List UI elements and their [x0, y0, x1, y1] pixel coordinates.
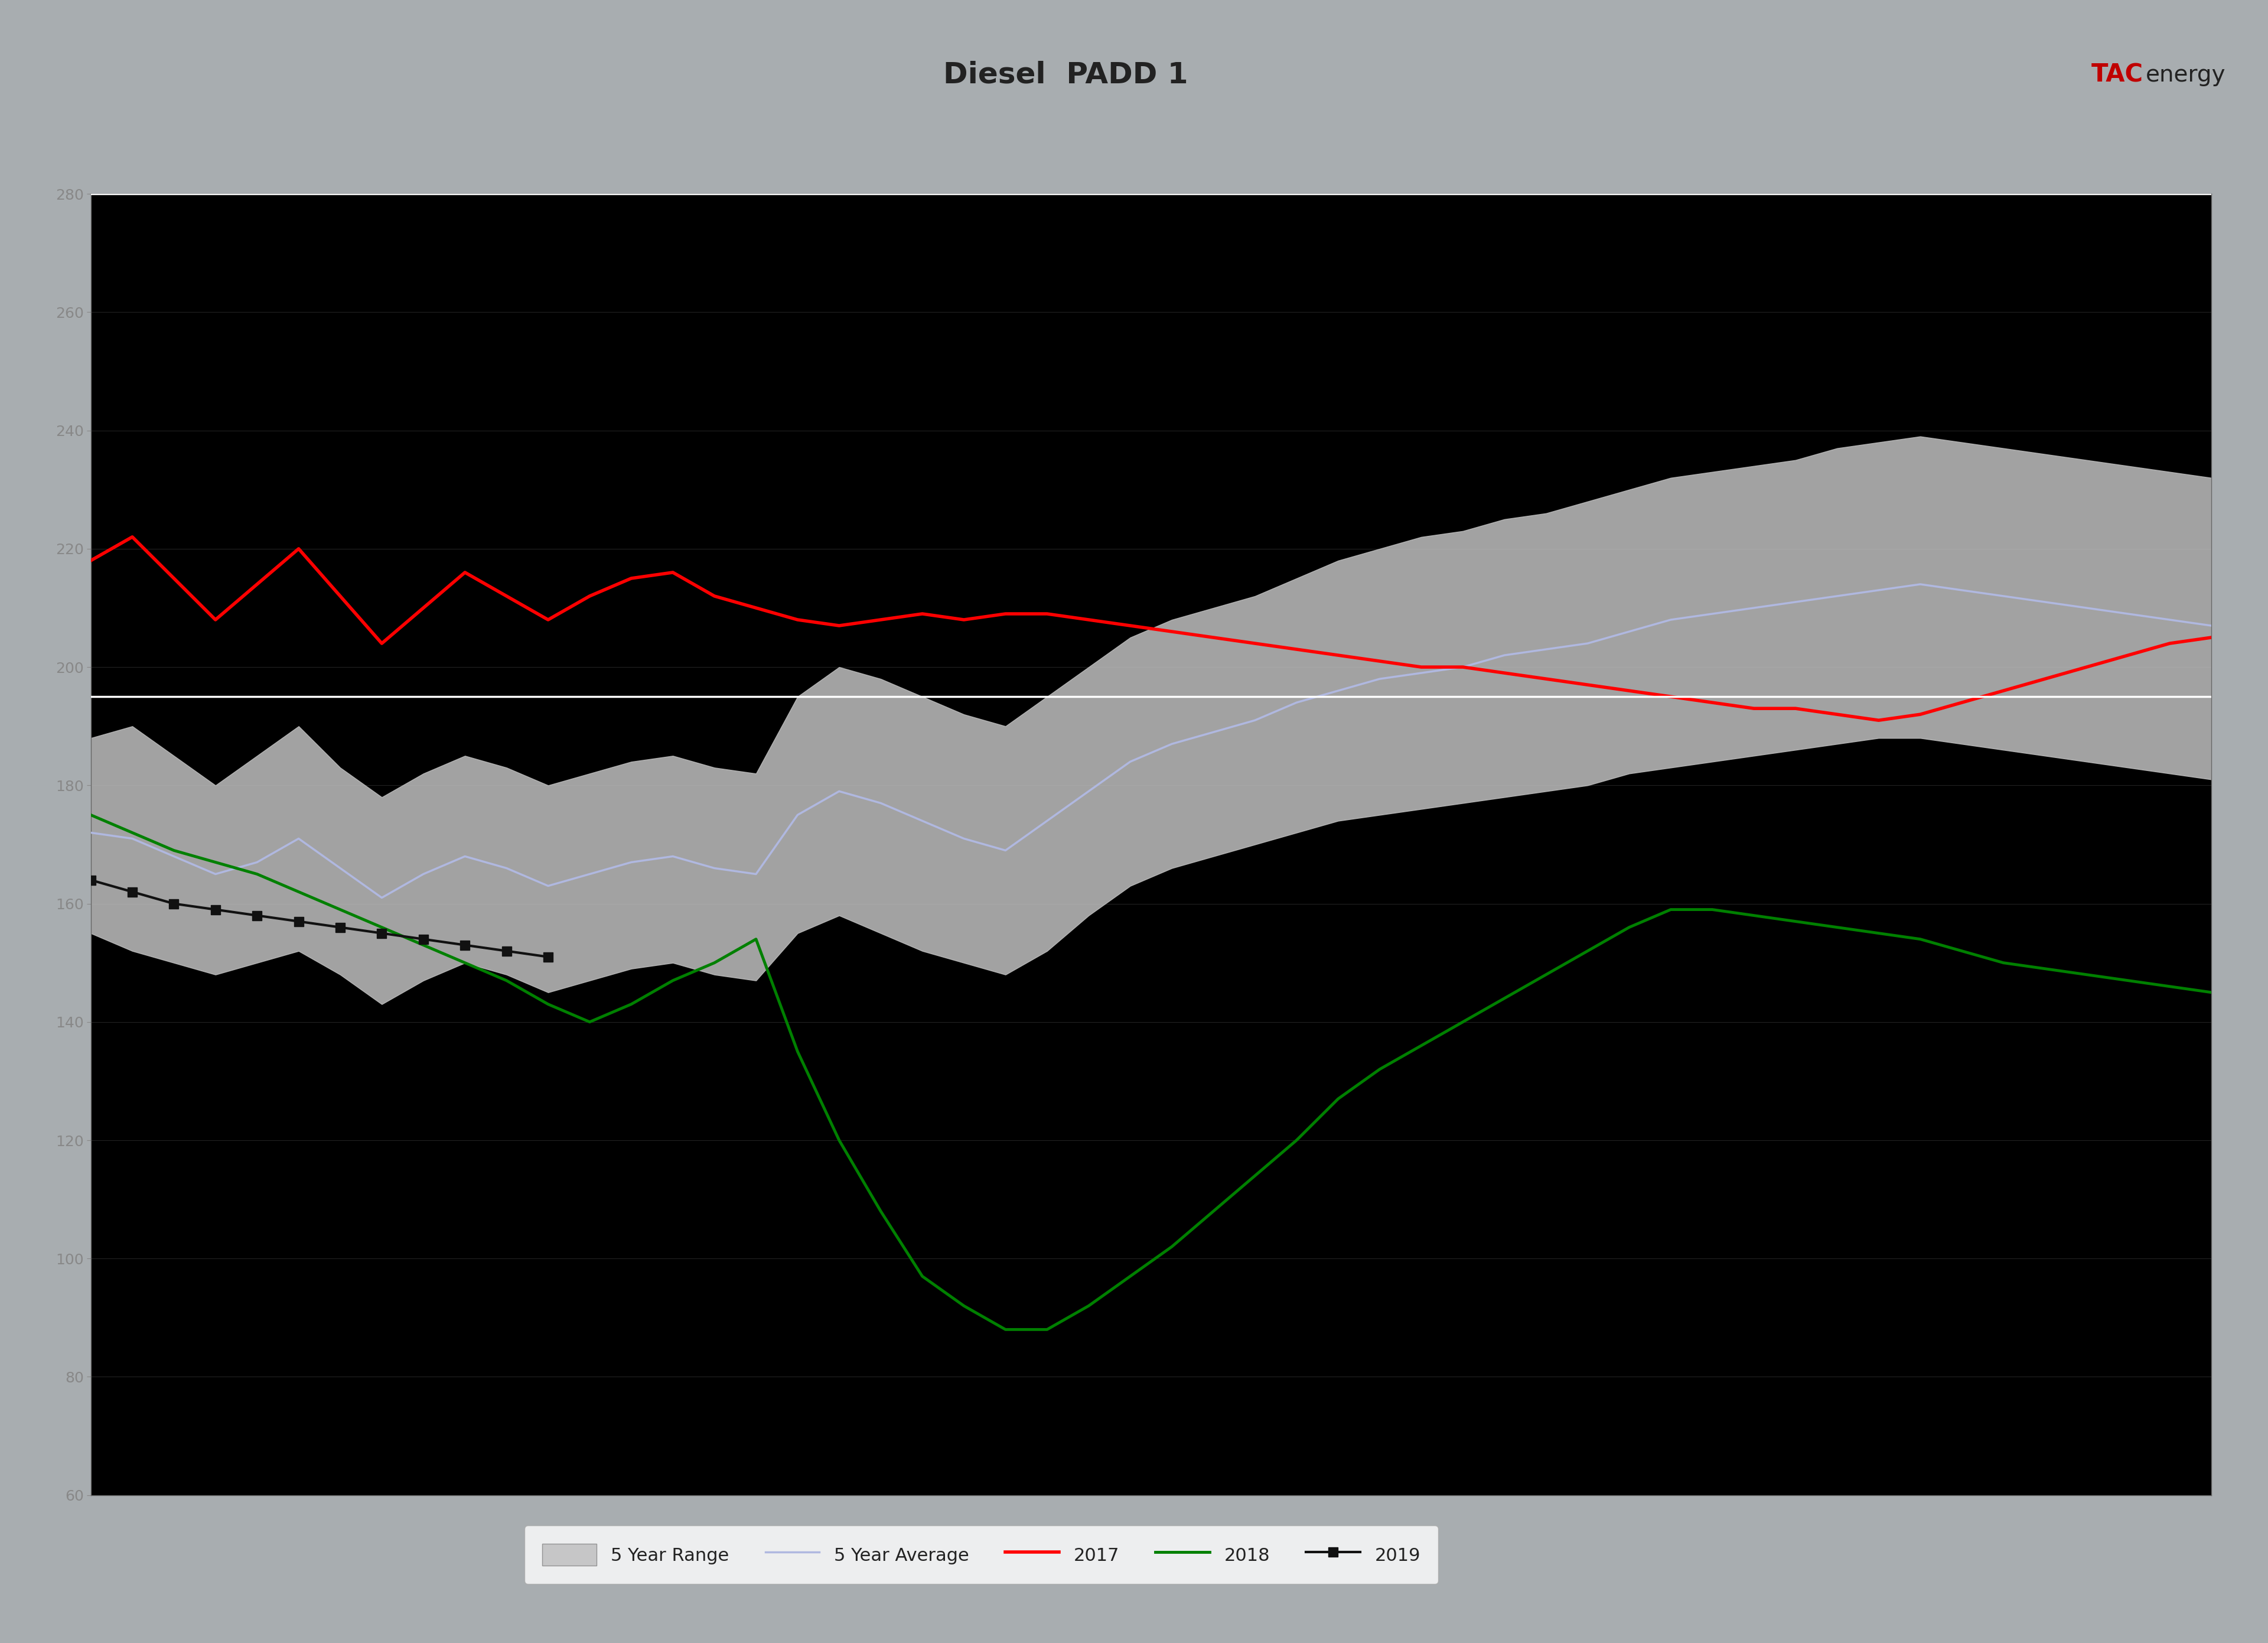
Text: energy: energy	[2146, 64, 2225, 85]
Legend: 5 Year Range, 5 Year Average, 2017, 2018, 2019: 5 Year Range, 5 Year Average, 2017, 2018…	[524, 1526, 1438, 1584]
Text: Diesel  PADD 1: Diesel PADD 1	[943, 61, 1188, 89]
Text: TAC: TAC	[2091, 62, 2143, 87]
